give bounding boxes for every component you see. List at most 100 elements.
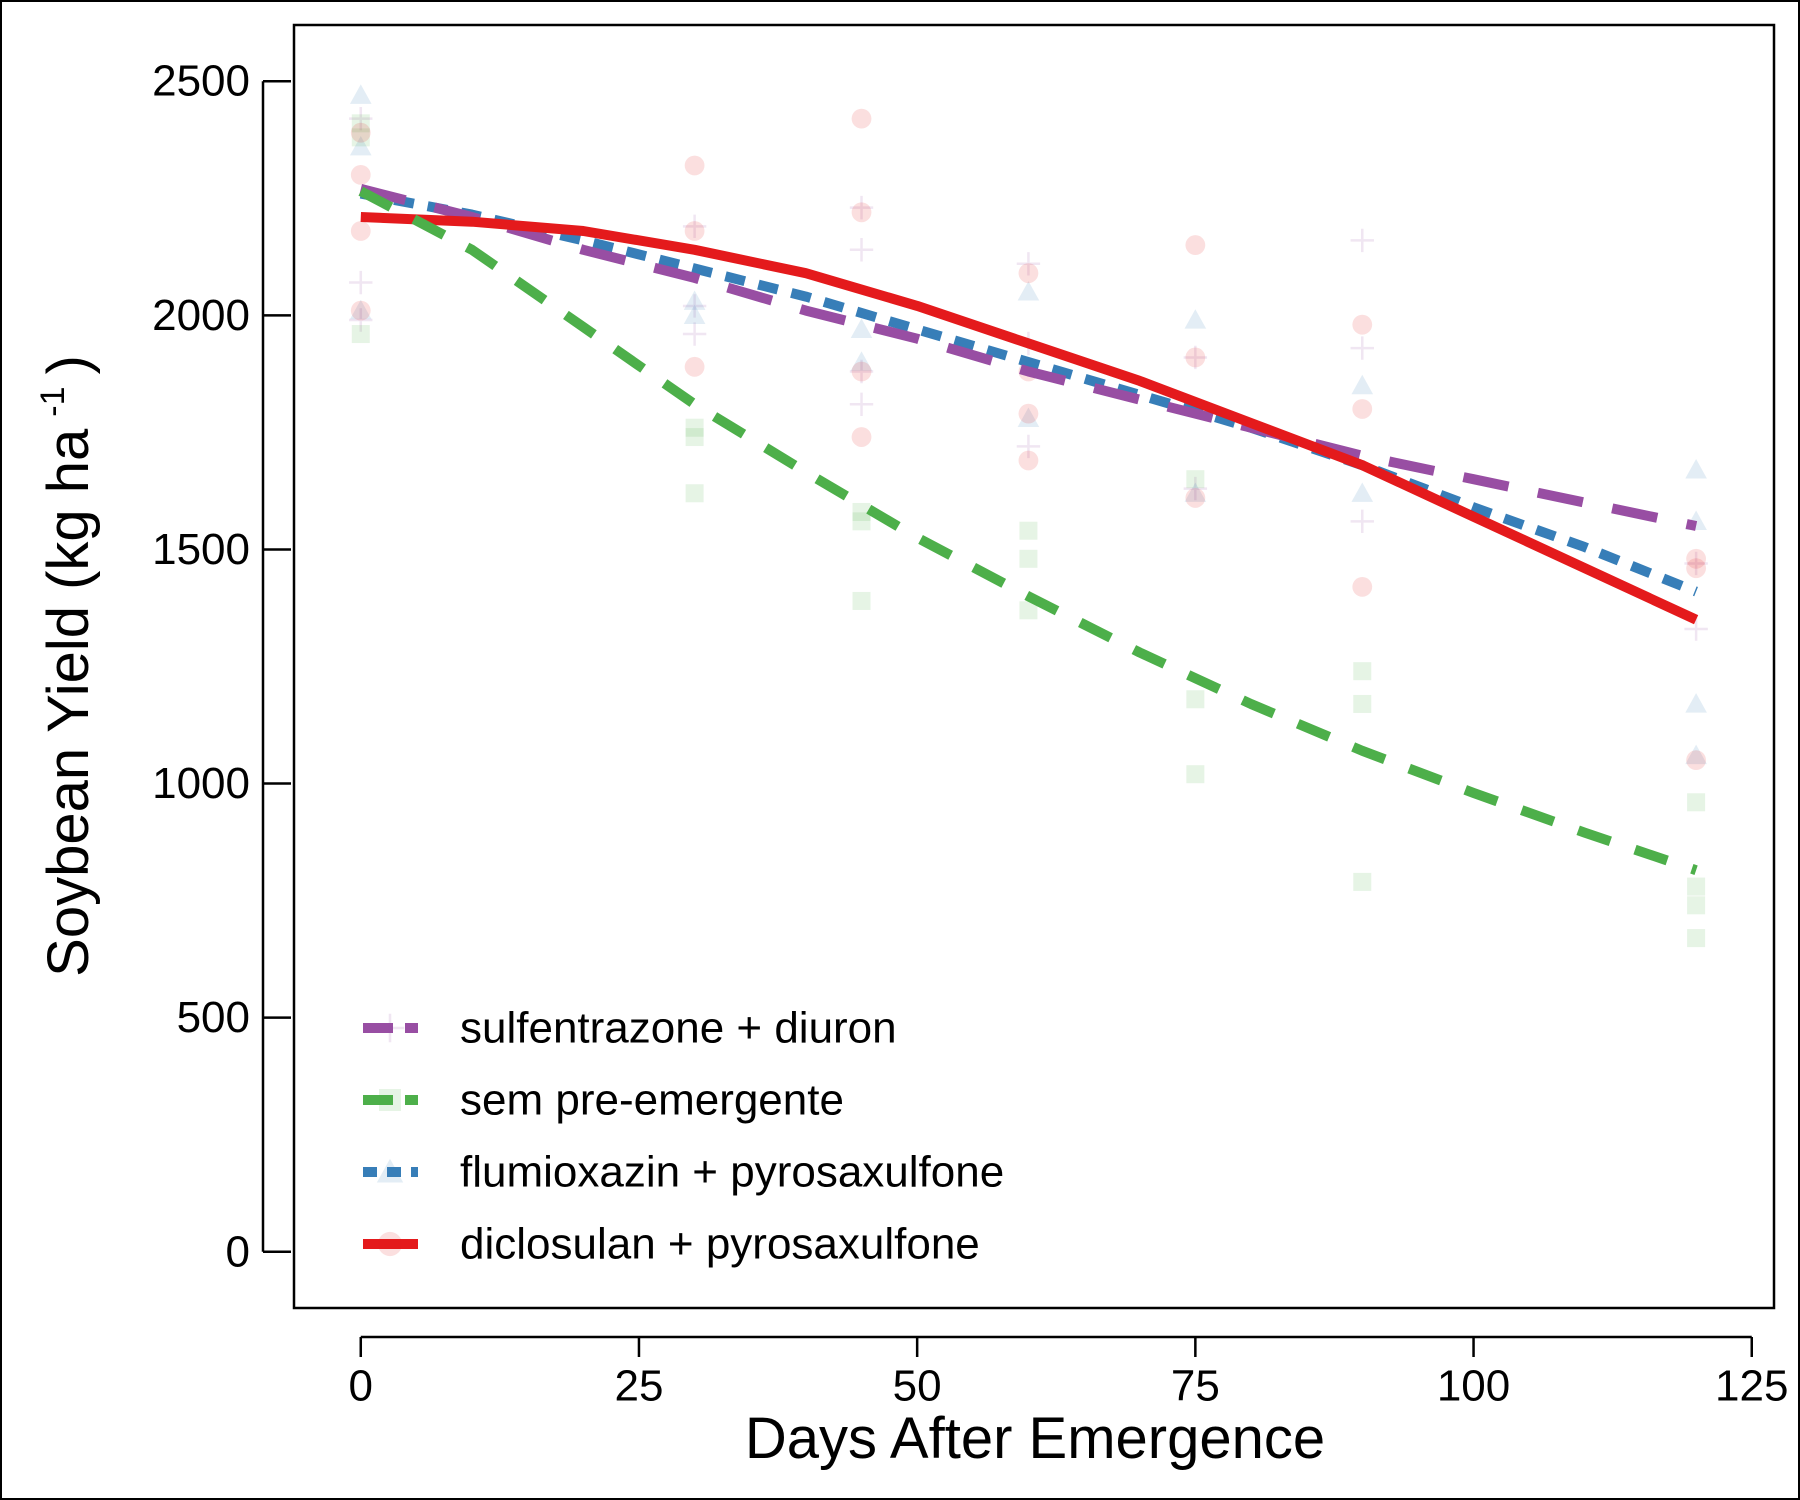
x-tick-label-1: 25 [614,1362,663,1411]
point-1-15 [1353,872,1372,891]
fit-lines-layer [358,184,1699,875]
point-1-20 [1687,793,1706,812]
point-3-13 [1018,403,1039,424]
point-2-11 [1351,374,1374,395]
series-line-3 [360,212,1699,625]
point-1-17 [1353,662,1372,681]
series-line-0 [359,184,1698,531]
point-1-3 [685,484,704,503]
legend-marker-3 [377,1231,403,1257]
point-2-13 [1685,459,1707,479]
point-3-9 [851,427,872,447]
y-tick-label-4: 2000 [152,291,250,340]
point-0-15 [1350,228,1374,253]
point-3-17 [1185,488,1206,508]
legend-label-2: flumioxazin + pyrosaxulfone [460,1148,1004,1197]
point-3-6 [684,356,705,377]
point-0-7 [849,195,874,220]
y-axis-title-main: Soybean Yield (kg ha [36,428,101,977]
point-3-22 [1686,558,1707,579]
legend-marker-0 [375,1013,405,1043]
point-3-21 [1686,548,1707,569]
point-3-5 [684,221,705,241]
point-2-1 [349,135,372,156]
point-1-7 [852,512,871,531]
point-3-15 [1185,235,1206,255]
point-2-5 [850,318,873,339]
point-2-6 [850,351,873,371]
point-3-0 [350,122,371,143]
series-line-2 [359,188,1698,597]
legend-label-0: sulfentrazone + diuron [460,1004,897,1053]
point-1-14 [1186,470,1205,489]
legend-label-1: sem pre-emergente [460,1076,844,1125]
point-1-1 [351,325,370,344]
series-line-1 [358,186,1698,875]
y-tick-label-0: 0 [226,1227,250,1276]
point-1-11 [1019,601,1038,620]
point-2-16 [1685,744,1707,765]
point-2-7 [1017,281,1040,301]
point-2-2 [349,299,372,320]
y-tick-label-1: 500 [177,993,250,1042]
point-0-10 [1016,252,1041,276]
point-0-6 [849,238,874,262]
y-axis-title-superscript: -1 [34,386,72,416]
point-0-16 [1350,336,1374,360]
point-0-14 [1183,476,1208,501]
point-1-6 [852,591,871,610]
point-1-13 [1186,690,1205,709]
point-3-19 [1352,399,1373,419]
point-3-11 [1018,263,1039,284]
point-3-3 [350,300,371,321]
x-axis: 0 25 50 75 100 125 [349,1335,1788,1411]
point-0-2 [349,106,373,131]
point-2-8 [1017,407,1040,427]
point-0-17 [1350,509,1374,534]
point-2-12 [1351,482,1374,502]
point-1-21 [1687,877,1706,896]
point-3-8 [851,202,872,223]
point-1-19 [1687,896,1706,915]
point-0-1 [349,308,373,332]
legend-marker-2 [376,1158,404,1183]
point-1-8 [852,502,871,521]
plot-panel [292,23,1776,1310]
point-3-1 [350,164,371,185]
point-0-8 [849,392,874,416]
point-3-18 [1352,314,1373,335]
point-3-2 [350,221,371,241]
x-tick-label-2: 50 [893,1362,942,1411]
point-3-14 [1018,450,1039,471]
point-3-7 [851,108,872,129]
point-1-16 [1353,694,1372,713]
y-tick-label-5: 2500 [152,57,250,106]
point-1-2 [351,128,370,147]
y-tick-label-3: 1500 [152,525,250,574]
point-3-4 [684,155,705,176]
point-2-3 [683,290,706,310]
y-axis-title-close: ) [36,355,101,374]
point-2-4 [683,304,706,324]
point-1-4 [685,428,704,447]
point-1-0 [351,114,370,133]
point-3-10 [851,361,872,382]
point-0-12 [1016,434,1041,459]
point-3-20 [1352,576,1373,597]
point-1-12 [1186,765,1205,784]
legend-label-3: diclosulan + pyrosaxulfone [460,1220,980,1269]
point-0-4 [682,322,707,346]
point-2-15 [1685,693,1707,713]
y-tick-label-2: 1000 [152,759,250,808]
y-axis: 0 500 1000 1500 2000 2500 [152,57,291,1276]
point-1-5 [685,418,704,437]
legend-marker-1 [379,1089,401,1111]
point-1-18 [1687,929,1706,948]
x-tick-label-0: 0 [349,1362,373,1411]
point-2-9 [1184,309,1207,329]
x-tick-label-5: 125 [1715,1362,1788,1411]
legend: sulfentrazone + diuron sem pre-emergente f… [363,1004,1004,1269]
point-2-10 [1184,482,1207,502]
